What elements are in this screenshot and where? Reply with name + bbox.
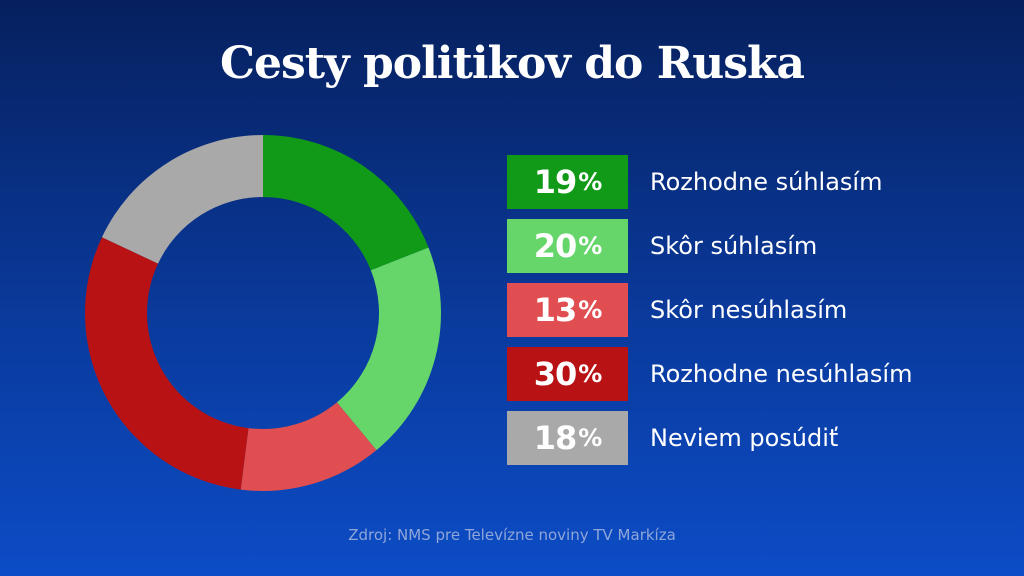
legend-label: Skôr nesúhlasím xyxy=(650,296,848,324)
legend-label: Rozhodne nesúhlasím xyxy=(650,360,913,388)
legend-value: 13 xyxy=(533,291,578,329)
legend-swatch: 18% xyxy=(507,411,628,465)
legend-value: 19 xyxy=(533,163,578,201)
legend-swatch: 30% xyxy=(507,347,628,401)
legend-value: 18 xyxy=(533,419,578,457)
donut-slice-1 xyxy=(263,135,429,271)
legend: 19% Rozhodne súhlasím 20% Skôr súhlasím … xyxy=(507,155,912,475)
chart-title: Cesty politikov do Ruska xyxy=(219,38,805,89)
donut-chart xyxy=(85,135,441,491)
legend-label: Neviem posúdiť xyxy=(650,424,839,452)
legend-label: Skôr súhlasím xyxy=(650,232,818,260)
legend-value: 20 xyxy=(533,227,578,265)
legend-item: 19% Rozhodne súhlasím xyxy=(507,155,912,209)
legend-unit: % xyxy=(578,296,602,324)
legend-swatch: 13% xyxy=(507,283,628,337)
legend-unit: % xyxy=(578,360,602,388)
donut-slice-3 xyxy=(240,402,377,491)
legend-unit: % xyxy=(578,168,602,196)
legend-swatch: 20% xyxy=(507,219,628,273)
source-note: Zdroj: NMS pre Televízne noviny TV Markí… xyxy=(348,526,676,544)
legend-swatch: 19% xyxy=(507,155,628,209)
donut-slice-2 xyxy=(336,247,441,451)
legend-unit: % xyxy=(578,232,602,260)
donut-slice-5 xyxy=(101,135,263,264)
legend-item: 30% Rozhodne nesúhlasím xyxy=(507,347,912,401)
legend-item: 13% Skôr nesúhlasím xyxy=(507,283,912,337)
donut-slice-4 xyxy=(85,237,249,490)
legend-item: 18% Neviem posúdiť xyxy=(507,411,912,465)
legend-item: 20% Skôr súhlasím xyxy=(507,219,912,273)
legend-unit: % xyxy=(578,424,602,452)
legend-value: 30 xyxy=(533,355,578,393)
legend-label: Rozhodne súhlasím xyxy=(650,168,883,196)
